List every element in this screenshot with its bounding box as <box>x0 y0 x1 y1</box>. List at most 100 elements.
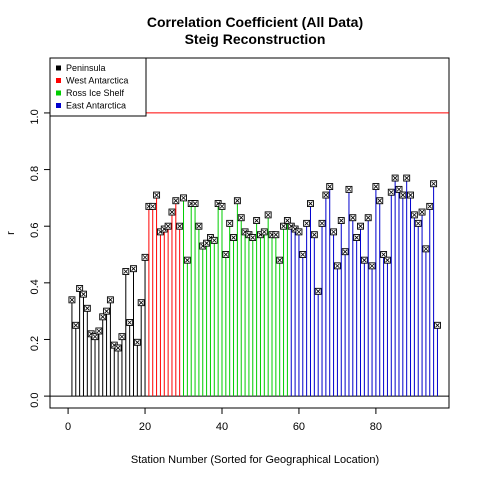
point-cross <box>331 229 336 235</box>
point-cross <box>123 269 129 274</box>
x-tick-label: 60 <box>293 421 305 433</box>
y-tick-label: 0.2 <box>29 336 41 351</box>
point-cross <box>115 345 121 351</box>
y-tick-label: 0.4 <box>29 279 41 294</box>
plot-frame <box>49 57 450 409</box>
point-cross <box>415 221 421 226</box>
x-tick-label: 40 <box>216 421 228 433</box>
legend-swatch <box>56 90 61 96</box>
point-cross <box>273 232 279 237</box>
point-cross <box>265 212 271 218</box>
legend-swatch <box>56 78 61 83</box>
point-cross <box>423 246 429 252</box>
point-cross <box>154 192 159 198</box>
point-cross <box>369 263 375 269</box>
point-cross <box>304 221 309 226</box>
point-cross <box>135 340 140 345</box>
point-cross <box>227 221 232 226</box>
legend-label: West Antarctica <box>66 76 128 86</box>
point-cross <box>231 235 236 240</box>
point-cross <box>308 201 313 206</box>
legend-swatch <box>56 65 61 71</box>
point-cross <box>173 198 179 204</box>
point-cross <box>169 209 175 215</box>
x-tick-label: 0 <box>65 421 71 433</box>
point-cross <box>358 223 363 229</box>
point-cross <box>404 175 409 181</box>
y-tick-label: 0.8 <box>29 166 41 181</box>
point-cross <box>138 300 144 305</box>
point-cross <box>342 249 348 254</box>
point-cross <box>419 209 425 215</box>
point-cross <box>362 257 367 263</box>
point-cross <box>165 223 171 229</box>
x-axis-label: Station Number (Sorted for Geographical … <box>131 454 379 466</box>
point-cross <box>385 257 390 263</box>
point-cross <box>408 192 413 198</box>
point-cross <box>100 314 105 320</box>
point-cross <box>365 215 371 220</box>
point-cross <box>204 240 209 246</box>
y-tick-label: 0.6 <box>29 223 41 238</box>
point-cross <box>238 215 244 220</box>
point-cross <box>181 195 186 201</box>
y-tick-label: 1.0 <box>29 109 41 124</box>
point-cross <box>377 198 383 204</box>
point-cross <box>150 204 156 209</box>
point-cross <box>381 252 386 257</box>
point-cross <box>338 218 344 223</box>
point-cross <box>412 212 417 218</box>
legend-swatch <box>56 103 61 108</box>
point-cross <box>392 175 398 181</box>
point-cross <box>85 306 90 311</box>
point-cross <box>350 215 356 220</box>
point-cross <box>319 221 325 226</box>
point-cross <box>196 223 202 229</box>
y-tick-label: 0.0 <box>29 392 41 407</box>
point-cross <box>327 184 333 189</box>
point-cross <box>431 181 436 187</box>
point-cross <box>373 184 379 189</box>
point-cross <box>427 204 433 209</box>
point-cross <box>285 218 290 223</box>
point-cross <box>281 223 286 229</box>
point-cross <box>435 323 440 328</box>
point-cross <box>312 232 317 237</box>
legend-label: Ross Ice Shelf <box>66 88 125 98</box>
y-axis-label: r <box>5 231 17 235</box>
point-cross <box>354 235 359 240</box>
point-cross <box>142 255 148 260</box>
point-cross <box>92 334 98 339</box>
point-cross <box>69 297 75 303</box>
point-cross <box>108 297 113 303</box>
point-cross <box>235 198 240 204</box>
point-cross <box>296 229 302 235</box>
legend-box <box>49 57 147 117</box>
point-cross <box>127 320 132 325</box>
point-cross <box>192 201 198 206</box>
point-cross <box>400 192 406 198</box>
point-cross <box>77 286 82 291</box>
point-cross <box>277 257 282 263</box>
point-cross <box>254 218 259 223</box>
point-cross <box>96 328 102 334</box>
point-cross <box>177 223 182 229</box>
point-cross <box>119 334 125 339</box>
chart-title: Correlation Coefficient (All Data) <box>147 14 363 30</box>
point-cross <box>104 308 109 314</box>
point-cross <box>73 323 79 328</box>
point-cross <box>131 266 136 271</box>
point-cross <box>262 229 267 235</box>
point-cross <box>185 257 190 263</box>
point-cross <box>389 189 394 195</box>
point-cross <box>300 252 306 257</box>
point-cross <box>219 204 225 209</box>
legend-label: Peninsula <box>66 63 106 73</box>
x-tick-label: 20 <box>139 421 151 433</box>
x-tick-label: 80 <box>370 421 382 433</box>
point-cross <box>396 187 402 192</box>
point-cross <box>335 263 340 269</box>
point-cross <box>212 238 217 243</box>
chart-subtitle: Steig Reconstruction <box>185 31 326 47</box>
